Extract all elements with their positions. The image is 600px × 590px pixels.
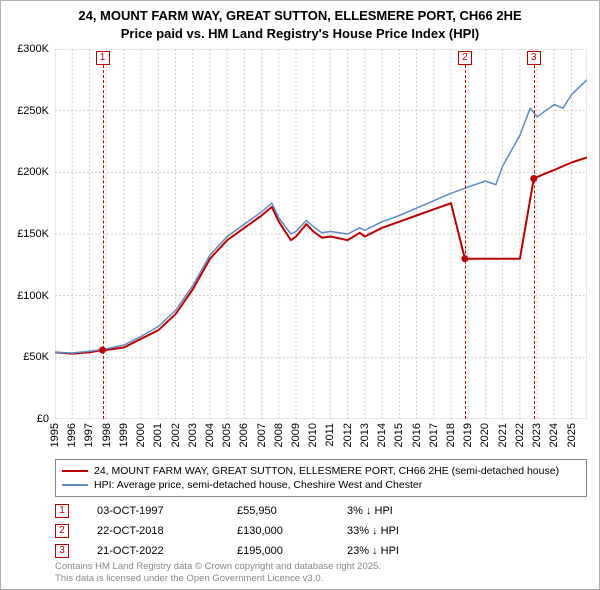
transaction-price: £55,950 <box>237 505 347 517</box>
y-tick-label: £50K <box>3 351 49 363</box>
y-tick-label: £300K <box>3 43 49 55</box>
legend-label-1: 24, MOUNT FARM WAY, GREAT SUTTON, ELLESM… <box>94 464 559 478</box>
x-tick-label: 2018 <box>445 423 457 447</box>
footer-line-2: This data is licensed under the Open Gov… <box>55 573 381 585</box>
x-tick-label: 1996 <box>66 423 78 447</box>
x-tick-label: 2006 <box>238 423 250 447</box>
title-line-1: 24, MOUNT FARM WAY, GREAT SUTTON, ELLESM… <box>11 7 589 25</box>
transaction-diff: 23% ↓ HPI <box>347 545 467 557</box>
x-tick-label: 2019 <box>462 423 474 447</box>
y-tick-label: £100K <box>3 290 49 302</box>
x-tick-label: 2014 <box>376 423 388 447</box>
chart-svg <box>55 49 587 419</box>
x-tick-label: 2009 <box>290 423 302 447</box>
x-tick-label: 2024 <box>548 423 560 447</box>
transaction-price: £195,000 <box>237 545 347 557</box>
footer-line-1: Contains HM Land Registry data © Crown c… <box>55 561 381 573</box>
legend: 24, MOUNT FARM WAY, GREAT SUTTON, ELLESM… <box>55 459 587 497</box>
x-tick-label: 2012 <box>342 423 354 447</box>
transaction-date: 21-OCT-2022 <box>97 545 237 557</box>
legend-swatch-2 <box>62 484 88 486</box>
transaction-row: 1 03-OCT-1997£55,9503% ↓ HPI <box>55 501 467 521</box>
legend-label-2: HPI: Average price, semi-detached house,… <box>94 478 422 492</box>
marker-label: 2 <box>458 51 472 65</box>
chart-title: 24, MOUNT FARM WAY, GREAT SUTTON, ELLESM… <box>1 1 599 44</box>
x-tick-label: 2011 <box>324 423 336 447</box>
x-tick-label: 1997 <box>83 423 95 447</box>
x-tick-label: 1998 <box>101 423 113 447</box>
transaction-diff: 33% ↓ HPI <box>347 525 467 537</box>
marker-vline <box>103 65 104 419</box>
transaction-date: 22-OCT-2018 <box>97 525 237 537</box>
chart-plot-area <box>55 49 587 419</box>
x-tick-label: 2003 <box>187 423 199 447</box>
title-line-2: Price paid vs. HM Land Registry's House … <box>11 25 589 43</box>
chart-container: 24, MOUNT FARM WAY, GREAT SUTTON, ELLESM… <box>0 0 600 590</box>
legend-row-1: 24, MOUNT FARM WAY, GREAT SUTTON, ELLESM… <box>62 464 580 478</box>
x-tick-label: 2002 <box>170 423 182 447</box>
x-tick-label: 2017 <box>428 423 440 447</box>
x-tick-label: 1995 <box>49 423 61 447</box>
marker-label: 1 <box>96 51 110 65</box>
x-tick-label: 2005 <box>221 423 233 447</box>
x-tick-label: 2008 <box>273 423 285 447</box>
x-tick-label: 2010 <box>307 423 319 447</box>
x-tick-label: 2020 <box>479 423 491 447</box>
footer-note: Contains HM Land Registry data © Crown c… <box>55 561 381 585</box>
x-tick-label: 2022 <box>514 423 526 447</box>
x-tick-label: 2001 <box>152 423 164 447</box>
transaction-table: 1 03-OCT-1997£55,9503% ↓ HPI 2 22-OCT-2018£… <box>55 501 467 561</box>
y-tick-label: £150K <box>3 228 49 240</box>
transaction-marker: 3 <box>55 544 69 558</box>
x-tick-label: 2004 <box>204 423 216 447</box>
marker-vline <box>534 65 535 419</box>
marker-vline <box>465 65 466 419</box>
transaction-price: £130,000 <box>237 525 347 537</box>
x-tick-label: 2025 <box>566 423 578 447</box>
legend-swatch-1 <box>62 470 88 472</box>
marker-label: 3 <box>527 51 541 65</box>
transaction-diff: 3% ↓ HPI <box>347 505 467 517</box>
transaction-row: 3 21-OCT-2022£195,00023% ↓ HPI <box>55 541 467 561</box>
x-tick-label: 2007 <box>256 423 268 447</box>
x-tick-label: 2021 <box>497 423 509 447</box>
y-tick-label: £200K <box>3 166 49 178</box>
x-tick-label: 2016 <box>411 423 423 447</box>
x-tick-label: 2013 <box>359 423 371 447</box>
x-tick-label: 2000 <box>135 423 147 447</box>
x-tick-label: 1999 <box>118 423 130 447</box>
transaction-marker: 1 <box>55 504 69 518</box>
transaction-date: 03-OCT-1997 <box>97 505 237 517</box>
y-tick-label: £250K <box>3 105 49 117</box>
x-tick-label: 2023 <box>531 423 543 447</box>
y-tick-label: £0 <box>3 413 49 425</box>
legend-row-2: HPI: Average price, semi-detached house,… <box>62 478 580 492</box>
x-tick-label: 2015 <box>393 423 405 447</box>
transaction-marker: 2 <box>55 524 69 538</box>
transaction-row: 2 22-OCT-2018£130,00033% ↓ HPI <box>55 521 467 541</box>
